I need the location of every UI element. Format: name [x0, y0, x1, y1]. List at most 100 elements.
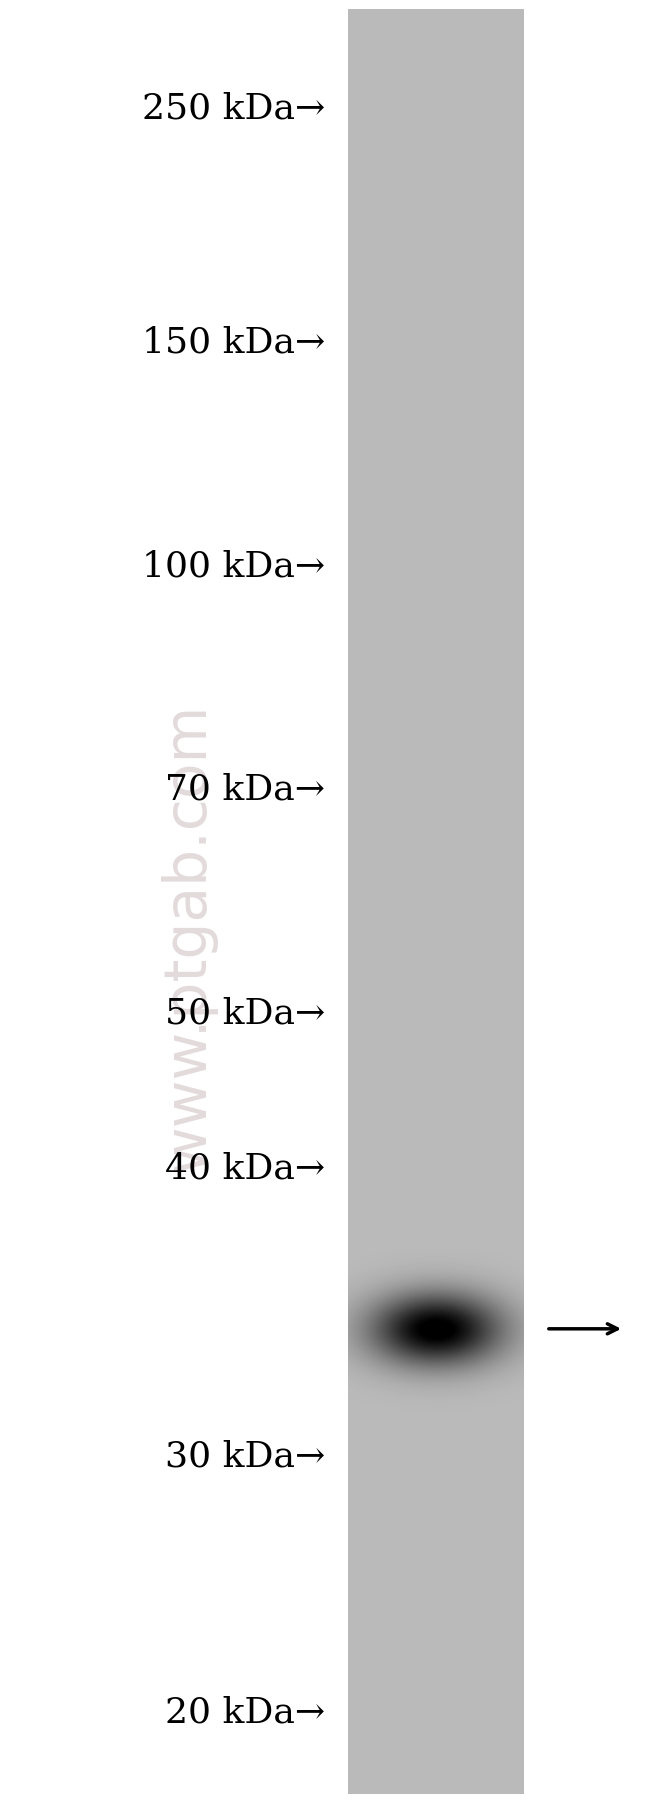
Bar	[348, 1334, 523, 1340]
Bar	[348, 1603, 523, 1606]
Bar	[348, 388, 523, 393]
Bar	[348, 1549, 523, 1552]
Bar	[348, 1767, 523, 1772]
Bar	[348, 999, 523, 1004]
Bar	[348, 656, 523, 660]
Bar	[348, 719, 523, 723]
Bar	[348, 1754, 523, 1758]
Bar	[348, 1022, 523, 1026]
Bar	[348, 1058, 523, 1062]
Bar	[348, 1008, 523, 1013]
Bar	[348, 272, 523, 276]
Bar	[348, 148, 523, 151]
Bar	[348, 557, 523, 563]
Bar	[348, 478, 523, 481]
Bar	[348, 768, 523, 772]
Bar	[348, 139, 523, 142]
Bar	[348, 344, 523, 348]
Bar	[348, 281, 523, 285]
Bar	[348, 94, 523, 97]
Bar	[348, 727, 523, 732]
Bar	[348, 1120, 523, 1125]
Bar	[348, 1670, 523, 1673]
Bar	[348, 1473, 523, 1477]
Bar	[348, 1031, 523, 1035]
Bar	[348, 1718, 523, 1722]
Bar	[348, 1295, 523, 1298]
Bar	[348, 1588, 523, 1594]
Text: 250 kDa→: 250 kDa→	[142, 92, 325, 124]
Bar	[348, 777, 523, 781]
Bar	[348, 1017, 523, 1022]
Bar	[348, 974, 523, 977]
Bar	[348, 1637, 523, 1643]
Bar	[348, 294, 523, 299]
Bar	[348, 1697, 523, 1700]
Bar	[348, 496, 523, 499]
Text: 150 kDa→: 150 kDa→	[142, 326, 325, 359]
Bar	[348, 160, 523, 166]
Bar	[348, 218, 523, 224]
Text: 70 kDa→: 70 kDa→	[165, 773, 325, 806]
Bar	[348, 166, 523, 169]
Bar	[348, 499, 523, 505]
Bar	[348, 442, 523, 447]
Bar	[348, 584, 523, 590]
Bar	[348, 977, 523, 983]
Bar	[348, 402, 523, 406]
Bar	[348, 178, 523, 184]
Bar	[348, 1727, 523, 1731]
Bar	[348, 687, 523, 692]
Bar	[348, 968, 523, 974]
Bar	[348, 1240, 523, 1246]
Bar	[348, 1268, 523, 1271]
Bar	[348, 490, 523, 496]
Bar	[348, 1195, 523, 1201]
Bar	[348, 429, 523, 433]
Bar	[348, 1071, 523, 1076]
Bar	[348, 27, 523, 31]
Bar	[348, 1682, 523, 1688]
Bar	[348, 1262, 523, 1268]
Bar	[348, 1634, 523, 1637]
Text: 50 kDa→: 50 kDa→	[164, 997, 325, 1030]
Bar	[348, 1080, 523, 1084]
Bar	[348, 1410, 523, 1415]
Bar	[348, 130, 523, 133]
Bar	[348, 1673, 523, 1679]
Bar	[348, 1089, 523, 1093]
Bar	[348, 629, 523, 633]
Bar	[348, 505, 523, 508]
Bar	[348, 206, 523, 209]
Bar	[348, 415, 523, 420]
Bar	[348, 1289, 523, 1295]
Bar	[348, 826, 523, 829]
Bar	[348, 18, 523, 22]
Bar	[348, 1111, 523, 1116]
Bar	[348, 460, 523, 463]
Bar	[348, 321, 523, 326]
Bar	[348, 1174, 523, 1177]
Bar	[348, 1509, 523, 1513]
Bar	[348, 1534, 523, 1540]
Bar	[348, 665, 523, 669]
Bar	[348, 750, 523, 754]
Bar	[348, 535, 523, 541]
Bar	[348, 1491, 523, 1495]
Bar	[348, 13, 523, 18]
Bar	[348, 1286, 523, 1289]
Bar	[348, 1125, 523, 1129]
Bar	[348, 169, 523, 175]
Bar	[348, 1594, 523, 1597]
Bar	[348, 1455, 523, 1459]
Bar	[348, 384, 523, 388]
Bar	[348, 1201, 523, 1204]
Bar	[348, 514, 523, 517]
Bar	[348, 986, 523, 992]
Bar	[348, 1138, 523, 1143]
Bar	[348, 1745, 523, 1749]
Bar	[348, 45, 523, 49]
Bar	[348, 393, 523, 397]
Bar	[348, 49, 523, 54]
Bar	[348, 563, 523, 566]
